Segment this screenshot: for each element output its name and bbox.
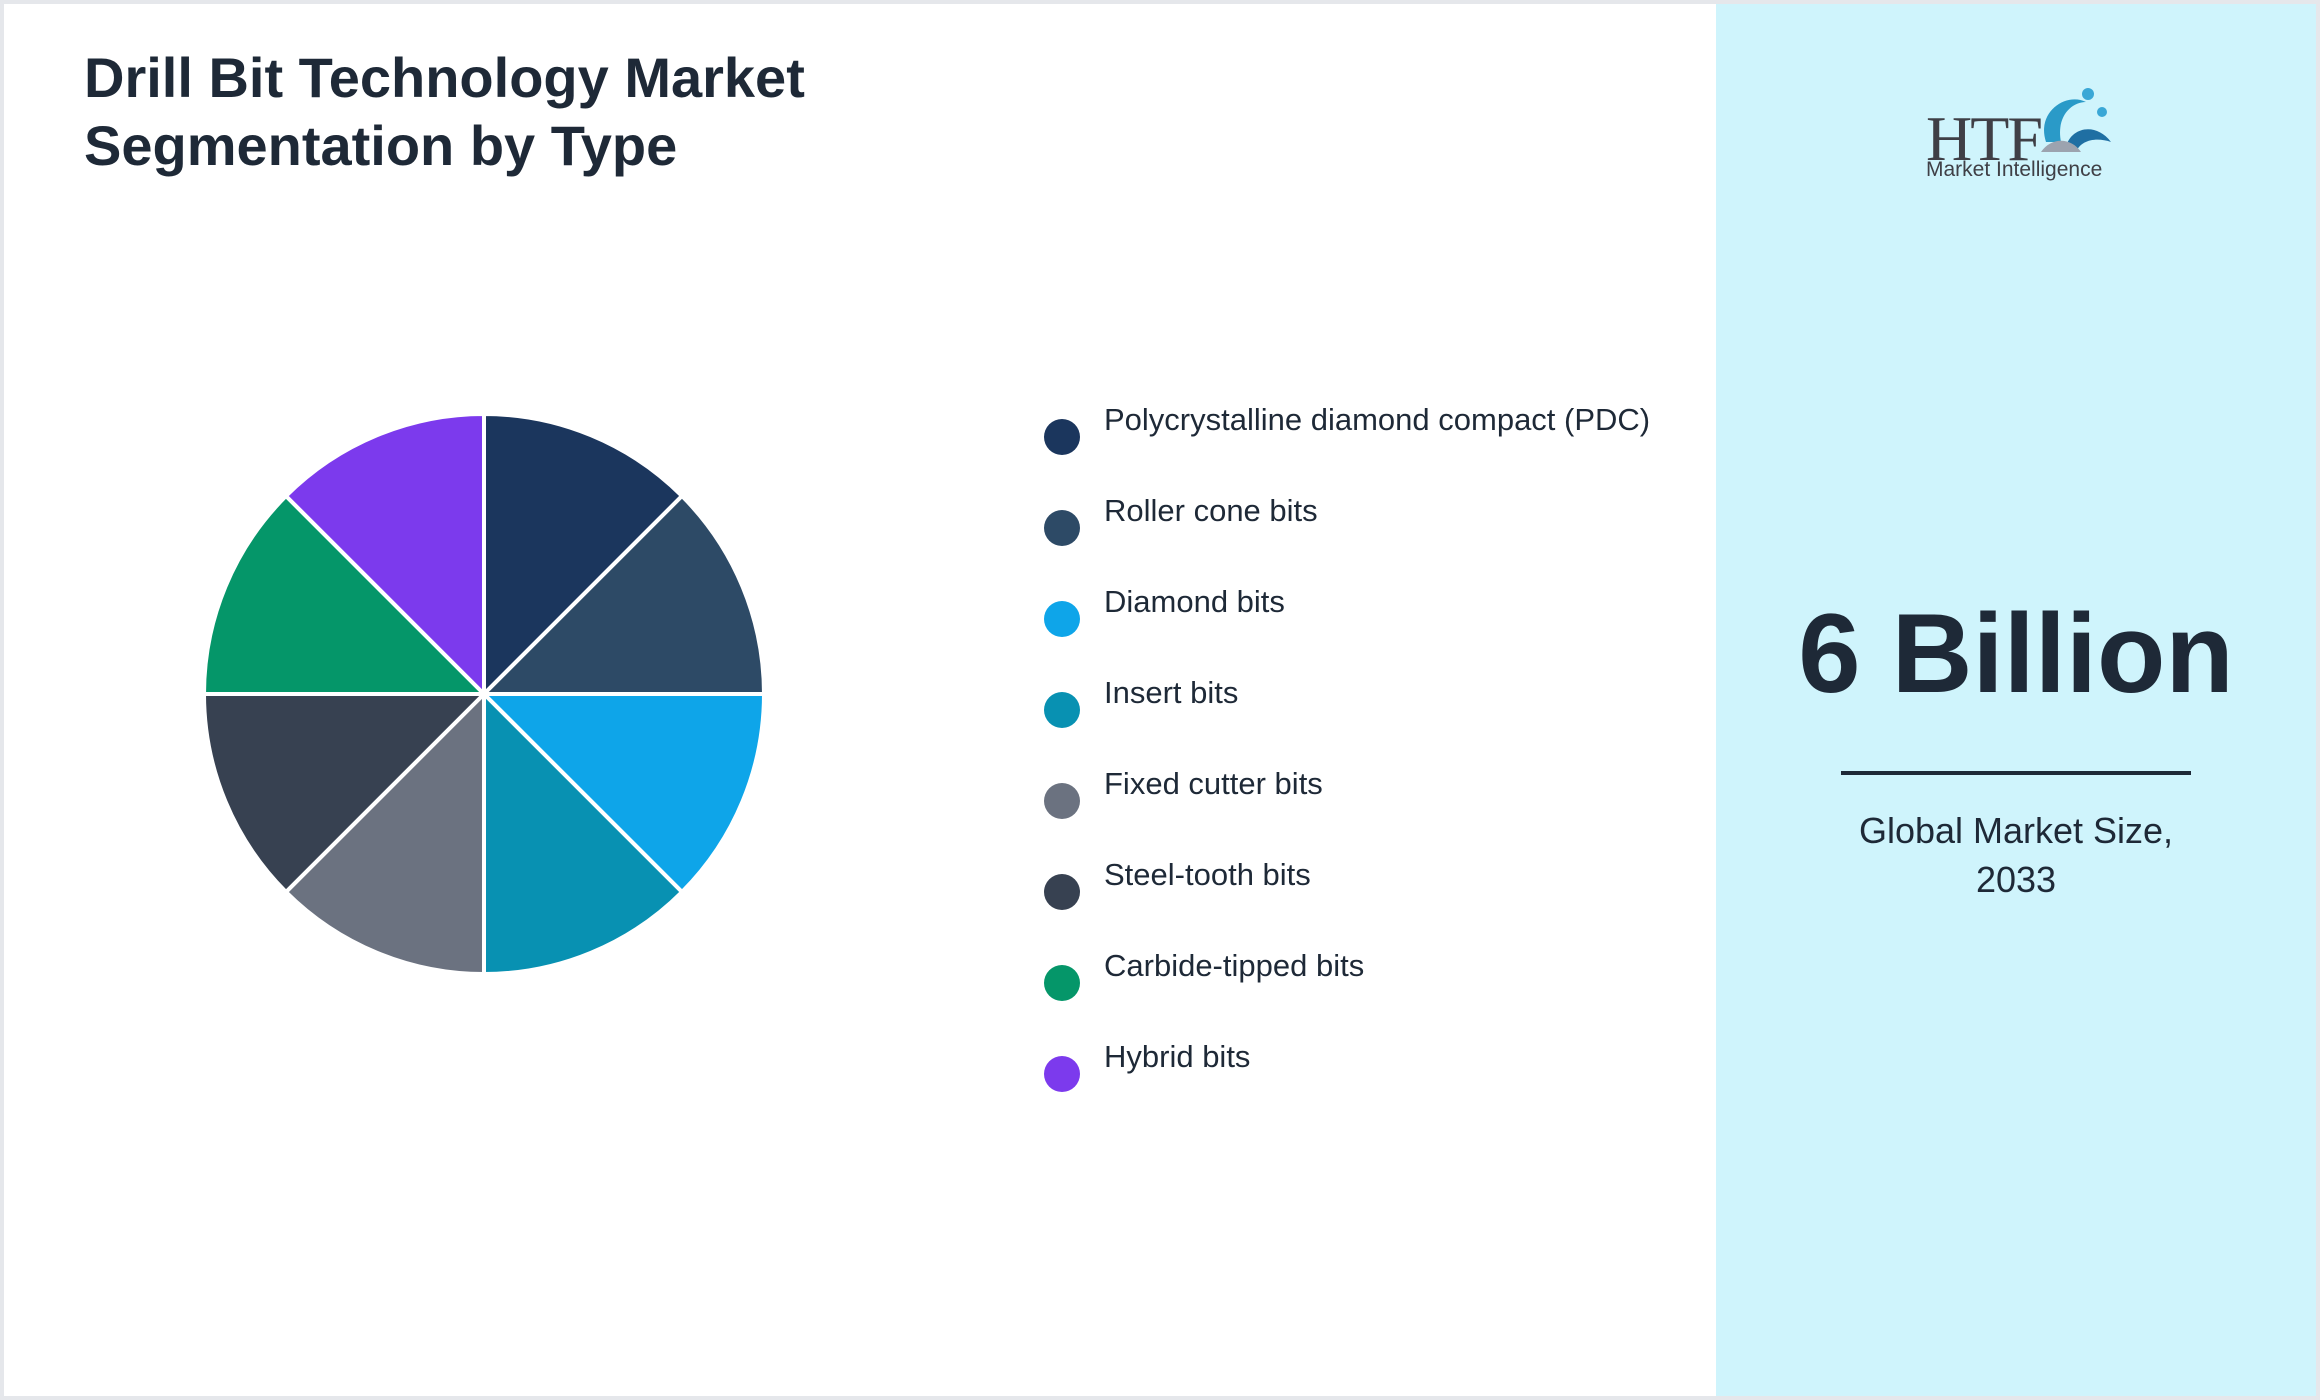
market-size-value: 6 Billion [1798,591,2234,716]
pie-slice [482,689,685,977]
pie-chart [194,404,774,984]
pie-slice [201,493,489,696]
chart-title: Drill Bit Technology Market Segmentation… [84,46,805,177]
legend-item: Fixed cutter bits [1044,766,1664,819]
pie-slice [479,692,767,895]
legend-item: Steel-tooth bits [1044,857,1664,910]
legend-label: Insert bits [1104,675,1239,710]
pie-chart-svg [201,411,767,977]
logo-wordmark: HTF [1926,103,2043,174]
logo-subtext: Market Intelligence [1926,158,2103,181]
pie-slice [201,692,489,895]
legend-label: Polycrystalline diamond compact (PDC) [1104,402,1651,437]
legend-label: Steel-tooth bits [1104,857,1311,892]
legend-label: Diamond bits [1104,584,1285,619]
legend-item: Carbide-tipped bits [1044,948,1664,1001]
legend-swatch [1044,874,1080,910]
pie-slice [283,411,486,699]
legend-item: Polycrystalline diamond compact (PDC) [1044,402,1664,455]
chart-legend: Polycrystalline diamond compact (PDC) Rol… [1044,402,1664,1130]
legend-label: Fixed cutter bits [1104,766,1323,801]
legend-swatch [1044,419,1080,455]
pie-slice [283,689,486,977]
legend-swatch [1044,510,1080,546]
legend-item: Roller cone bits [1044,493,1664,546]
legend-swatch [1044,601,1080,637]
legend-swatch [1044,965,1080,1001]
legend-label: Hybrid bits [1104,1039,1251,1074]
summary-sidebar: HTF Market Intelligence 6 Billion Global… [1716,4,2316,1396]
htf-logo: HTF Market Intelligence [1916,82,2116,192]
legend-item: Diamond bits [1044,584,1664,637]
chart-panel: Drill Bit Technology Market Segmentation… [4,4,1716,1396]
legend-label: Roller cone bits [1104,493,1318,528]
htf-logo-icon [2041,88,2111,152]
legend-item: Hybrid bits [1044,1039,1664,1092]
pie-slice [482,411,685,699]
value-divider [1841,771,2191,775]
market-size-caption: Global Market Size, 2033 [1858,810,2174,900]
pie-slice [479,493,767,696]
legend-swatch [1044,1056,1080,1092]
legend-swatch [1044,692,1080,728]
legend-swatch [1044,783,1080,819]
legend-label: Carbide-tipped bits [1104,948,1365,983]
legend-item: Insert bits [1044,675,1664,728]
